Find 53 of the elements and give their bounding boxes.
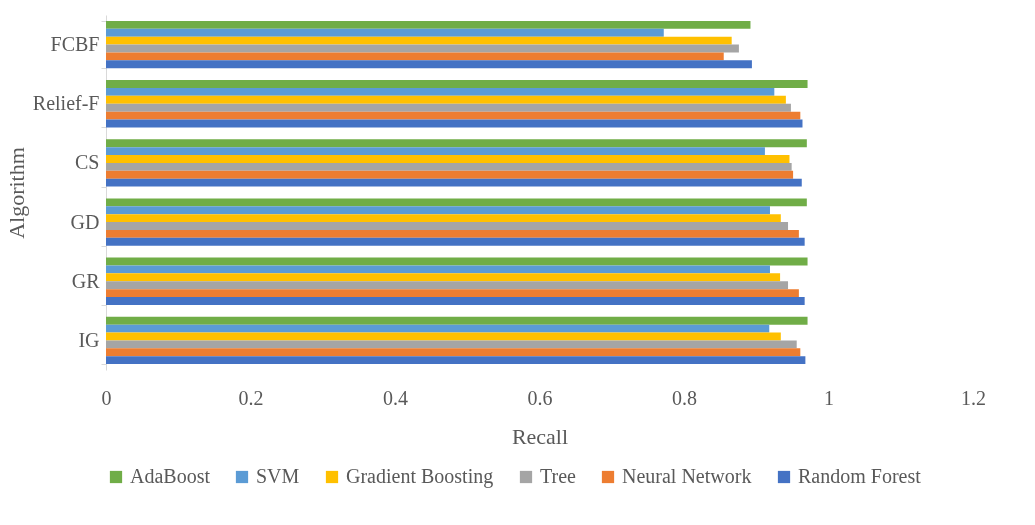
bar [106, 162, 792, 171]
legend-label: SVM [256, 465, 300, 487]
bar [106, 20, 751, 29]
x-tick-label: 0.6 [527, 386, 553, 409]
bar [106, 139, 807, 148]
bar [106, 95, 786, 104]
bar [106, 281, 789, 290]
y-tick-label: CS [75, 151, 100, 174]
bar [106, 237, 805, 246]
x-tick-label: 0 [101, 386, 112, 409]
bar [106, 222, 789, 230]
y-tick-label: Relief-F [32, 92, 100, 115]
bar [106, 340, 797, 349]
legend-label: Tree [540, 465, 577, 487]
bar [106, 324, 770, 333]
x-tick-label: 1.2 [961, 386, 986, 409]
legend-label: Random Forest [798, 465, 922, 487]
bar [106, 80, 808, 88]
legend-label: Gradient Boosting [346, 465, 494, 488]
bar [106, 52, 724, 61]
bar [106, 170, 794, 179]
bar [106, 147, 765, 156]
legend-label: AdaBoost [130, 465, 211, 487]
x-tick-label: 1 [824, 386, 834, 409]
bar [106, 348, 801, 357]
bar [106, 103, 791, 112]
bar [106, 198, 807, 207]
y-tick-label: GR [71, 269, 101, 292]
bar [106, 36, 732, 45]
bar [106, 273, 781, 282]
bar [106, 28, 664, 37]
bar [106, 206, 770, 215]
bar [106, 214, 781, 223]
bar [106, 297, 805, 305]
y-tick-label: IG [78, 328, 100, 351]
legend-label: Neural Network [622, 465, 752, 487]
bar [106, 111, 801, 120]
bar [106, 155, 790, 163]
bar [106, 60, 752, 69]
bar [106, 289, 799, 298]
y-axis-title: Algorithm [3, 147, 29, 239]
bar [106, 229, 799, 238]
x-tick-label: 0.4 [383, 386, 408, 409]
x-tick-label: 0.8 [672, 386, 697, 409]
bar [106, 265, 770, 274]
x-axis-title: Recall [511, 423, 569, 449]
bar [106, 316, 808, 325]
y-tick-label: FCBF [50, 33, 100, 56]
bar [106, 178, 802, 187]
bar [106, 356, 806, 365]
x-tick-label: 0.2 [238, 386, 264, 409]
bar [106, 87, 775, 96]
y-tick-label: GD [70, 210, 100, 233]
